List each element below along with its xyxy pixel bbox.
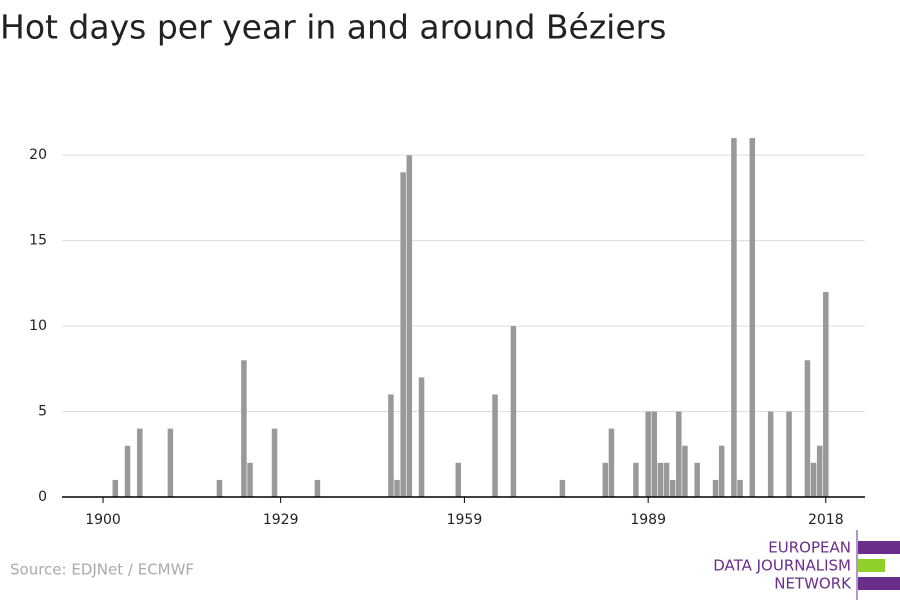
bar — [167, 428, 174, 497]
y-tick-label: 0 — [38, 489, 47, 505]
bar — [492, 394, 498, 497]
y-tick-label: 5 — [38, 404, 47, 420]
bar — [455, 462, 462, 497]
x-tick-label: 1959 — [447, 512, 483, 528]
logo-block — [858, 577, 900, 590]
source: Source: EDJNet / ECMWF — [10, 561, 194, 579]
y-tick-label: 15 — [29, 233, 47, 249]
bar — [731, 138, 737, 497]
x-tick-label: 1929 — [263, 512, 299, 528]
bar — [823, 291, 829, 497]
bar — [406, 155, 413, 497]
bar — [676, 411, 682, 497]
bar — [657, 462, 664, 497]
bar — [786, 411, 792, 497]
bar — [810, 462, 817, 497]
bar — [271, 428, 278, 497]
bar — [314, 479, 321, 497]
bar — [712, 479, 719, 497]
x-tick-label: 1900 — [85, 512, 121, 528]
bar — [241, 360, 247, 497]
logo-block — [858, 541, 900, 554]
bar — [669, 479, 676, 497]
bar — [645, 411, 651, 497]
bar — [510, 326, 517, 497]
bar — [694, 462, 700, 497]
bar — [137, 428, 143, 497]
y-tick-label: 10 — [29, 318, 47, 334]
bar — [804, 360, 811, 497]
bar — [608, 428, 615, 497]
logo-text: EUROPEAN — [768, 539, 851, 557]
bar — [394, 479, 400, 497]
bar — [816, 445, 823, 497]
bar — [216, 479, 223, 497]
bar — [651, 411, 658, 497]
chart-title: Hot days per year in and around Béziers — [0, 8, 666, 47]
bar — [737, 479, 743, 497]
logo-block — [858, 559, 885, 572]
bar — [663, 462, 670, 497]
bar — [633, 462, 639, 497]
bar — [559, 479, 566, 497]
bar — [112, 479, 119, 497]
bar — [749, 138, 756, 497]
x-tick-label: 2018 — [808, 512, 844, 528]
x-tick-label: 1989 — [630, 512, 666, 528]
logo-text: DATA JOURNALISM — [713, 557, 851, 575]
bar — [124, 445, 131, 497]
bar — [602, 462, 609, 497]
y-tick-label: 20 — [29, 147, 47, 163]
bar — [718, 445, 725, 497]
bar — [400, 172, 406, 498]
bar — [247, 462, 253, 497]
bar — [682, 445, 688, 497]
logo-text: NETWORK — [774, 575, 852, 593]
bar — [767, 411, 774, 497]
bar — [418, 377, 425, 497]
bar — [388, 394, 394, 497]
